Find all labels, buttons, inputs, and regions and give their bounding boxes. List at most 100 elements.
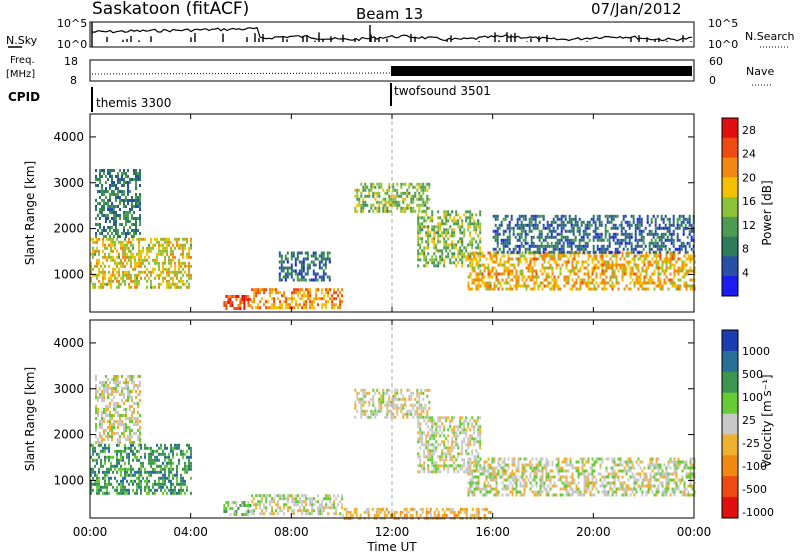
scatter-cell-r8 [520,229,523,233]
scatter-cell-r6 [531,466,534,470]
scatter-cell-r7 [643,260,646,264]
scatter-cell-r5 [376,206,379,210]
scatter-cell-r5 [417,470,420,474]
scatter-cell-r7 [611,272,614,276]
scatter-cell-r0 [140,264,142,268]
scatter-cell-r4 [308,278,311,282]
scatter-cell-r0 [124,282,126,286]
scatter-cell-r0 [178,237,180,241]
scatter-cell-r2 [235,501,238,504]
scatter-cell-r1 [131,375,133,378]
scatter-cell-r4 [360,397,363,401]
scatter-cell-r5 [384,197,387,201]
scatter-cell-r6 [493,469,496,473]
scatter-cell-r1 [135,178,137,181]
scatter-cell-r0 [110,255,112,259]
scatter-cell-r0 [130,467,132,471]
scatter-cell-r5 [455,437,458,441]
scatter-cell-r6 [467,463,470,467]
scatter-cell-r5 [418,194,421,198]
scatter-cell-r5 [358,188,361,192]
scatter-cell-r7 [657,284,660,288]
scatter-cell-r8 [522,223,525,227]
scatter-cell-r8 [572,229,575,233]
scatter-cell-r0 [160,282,162,286]
scatter-cell-r1 [95,375,97,378]
scatter-cell-r5 [443,464,446,468]
scatter-cell-r7 [661,266,664,270]
scatter-cell-r1 [119,420,121,423]
scatter-cell-r0 [134,282,136,286]
scatter-cell-r6 [475,222,478,226]
scatter-cell-r0 [168,279,170,283]
scatter-cell-r8 [540,241,543,245]
scatter-cell-r3 [285,297,288,301]
scatter-cell-r8 [550,220,553,224]
scatter-cell-r5 [437,425,440,429]
scatter-cell-r7 [689,260,692,264]
scatter-cell-r4 [318,263,321,267]
scatter-cell-r8 [566,220,569,224]
scatter-cell-r0 [96,264,98,268]
scatter-cell-r6 [493,478,496,482]
scatter-cell-r4 [388,388,391,392]
scatter-cell-r5 [443,416,446,420]
scatter-cell-r5 [469,419,472,423]
scatter-cell-r3 [265,506,268,510]
scatter-cell-r0 [184,467,186,471]
scatter-cell-r1 [105,390,107,393]
scatter-cell-r1 [119,217,121,220]
scatter-cell-r7 [585,272,588,276]
scatter-cell-r0 [186,449,188,453]
scatter-cell-r6 [541,466,544,470]
scatter-cell-r0 [122,491,124,495]
scatter-cell-r7 [651,272,654,276]
scatter-cell-r4 [416,394,419,398]
scatter-cell-r8 [552,244,555,248]
scatter-cell-r4 [418,403,421,407]
scatter-cell-r8 [592,247,595,251]
scatter-cell-r6 [431,213,434,217]
scatter-cell-r7 [529,287,532,291]
scatter-cell-r0 [174,443,176,447]
scatter-cell-r0 [94,482,96,486]
scatter-cell-r4 [388,403,391,407]
scatter-cell-r7 [631,272,634,276]
scatter-cell-r8 [542,238,545,242]
scatter-cell-r7 [663,272,666,276]
scatter-cell-r8 [554,247,557,251]
scatter-cell-r1 [103,393,105,396]
scatter-cell-r1 [113,235,115,238]
scatter-cell-r6 [505,484,508,488]
scatter-cell-r4 [414,397,417,401]
scatter-cell-r7 [671,251,674,255]
scatter-cell-r5 [402,191,405,195]
scatter-cell-r7 [493,284,496,288]
scatter-cell-r6 [449,261,452,265]
scatter-cell-r2 [245,298,248,301]
scatter-cell-r0 [116,452,118,456]
scatter-cell-r3 [317,494,320,498]
scatter-cell-r0 [134,255,136,259]
scatter-cell-r3 [285,306,288,310]
scatter-cell-r8 [636,250,639,254]
scatter-cell-r1 [137,438,139,441]
scatter-cell-r0 [152,246,154,250]
scatter-cell-r1 [109,420,111,423]
scatter-cell-r7 [615,263,618,267]
scatter-cell-r5 [370,188,373,192]
scatter-cell-r6 [477,469,480,473]
scatter-cell-r1 [95,169,97,172]
scatter-cell-r4 [322,254,325,258]
scatter-cell-r4 [280,257,283,261]
scatter-cell-r0 [128,237,130,241]
scatter-cell-r3 [301,494,304,498]
scatter-cell-r0 [102,270,104,274]
scatter-cell-r8 [590,223,593,227]
scatter-cell-r8 [608,214,611,218]
scatter-cell-r5 [475,455,478,459]
scatter-cell-r1 [95,393,97,396]
scatter-cell-r5 [455,434,458,438]
scatter-cell-r1 [139,172,141,175]
scatter-cell-r3 [277,306,280,310]
